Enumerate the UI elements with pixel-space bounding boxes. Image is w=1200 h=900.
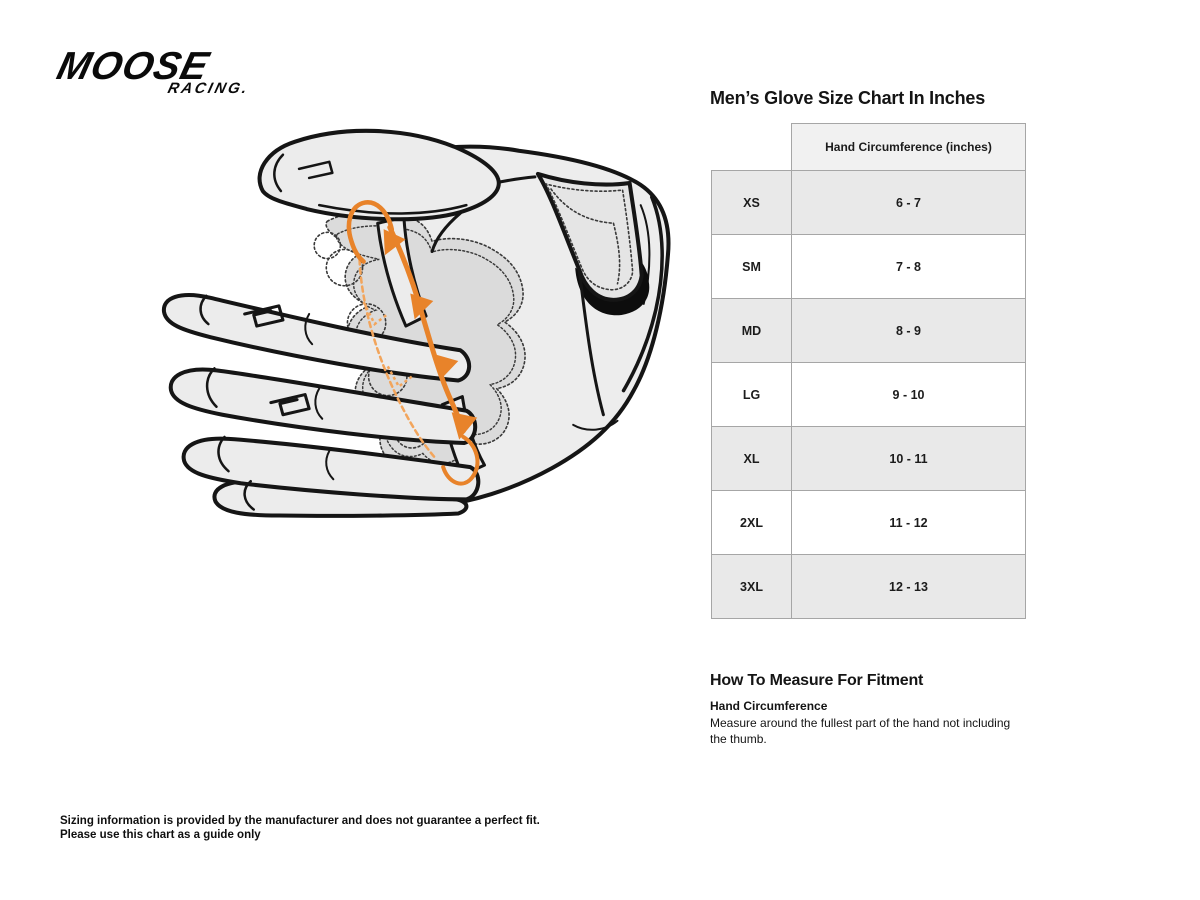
table-row: XL 10 - 11 [711, 426, 1026, 491]
size-cell: LG [711, 362, 792, 427]
size-cell: XS [711, 170, 792, 235]
circumference-cell: 12 - 13 [791, 554, 1026, 619]
size-cell: XL [711, 426, 792, 491]
finger-graphic-icon [269, 393, 311, 417]
size-chart-table: Hand Circumference (inches) XS 6 - 7 SM … [711, 123, 1026, 619]
disclaimer: Sizing information is provided by the ma… [60, 814, 540, 842]
wrist-strap [535, 171, 644, 302]
table-row: MD 8 - 9 [711, 298, 1026, 363]
measurement-instructions: Measure around the fullest part of the h… [710, 716, 1011, 746]
disclaimer-line-1: Sizing information is provided by the ma… [60, 815, 540, 827]
circumference-cell: 7 - 8 [791, 234, 1026, 299]
size-cell: SM [711, 234, 792, 299]
size-cell: 2XL [711, 490, 792, 555]
size-cell: MD [711, 298, 792, 363]
table-row: LG 9 - 10 [711, 362, 1026, 427]
circumference-cell: 6 - 7 [791, 170, 1026, 235]
logo-word-racing: RACING. [166, 80, 252, 97]
table-row: XS 6 - 7 [711, 170, 1026, 235]
measurement-arrow-icon [346, 200, 480, 486]
moose-racing-logo: MOOSE RACING. [53, 45, 253, 97]
glove-illustration [158, 116, 682, 520]
how-to-measure-title: How To Measure For Fitment [710, 672, 924, 689]
glove-fingers [162, 293, 481, 518]
table-row: SM 7 - 8 [711, 234, 1026, 299]
how-to-measure-section: How To Measure For Fitment Hand Circumfe… [710, 672, 1030, 747]
circumference-cell: 11 - 12 [791, 490, 1026, 555]
size-cell: 3XL [711, 554, 792, 619]
disclaimer-line-2: Please use this chart as a guide only [60, 829, 261, 841]
glove-thumb [257, 128, 501, 222]
table-row: 3XL 12 - 13 [711, 554, 1026, 619]
header-blank-cell [711, 123, 792, 171]
circumference-cell: 8 - 9 [791, 298, 1026, 363]
circumference-cell: 10 - 11 [791, 426, 1026, 491]
glove-palm-svg [162, 128, 671, 518]
column-header-hand-circumference: Hand Circumference (inches) [791, 123, 1026, 171]
hand-circumference-subheading: Hand Circumference [710, 699, 828, 713]
finger-graphic-icon [243, 304, 285, 328]
table-row: 2XL 11 - 12 [711, 490, 1026, 555]
size-chart-title: Men’s Glove Size Chart In Inches [710, 88, 986, 108]
circumference-cell: 9 - 10 [791, 362, 1026, 427]
